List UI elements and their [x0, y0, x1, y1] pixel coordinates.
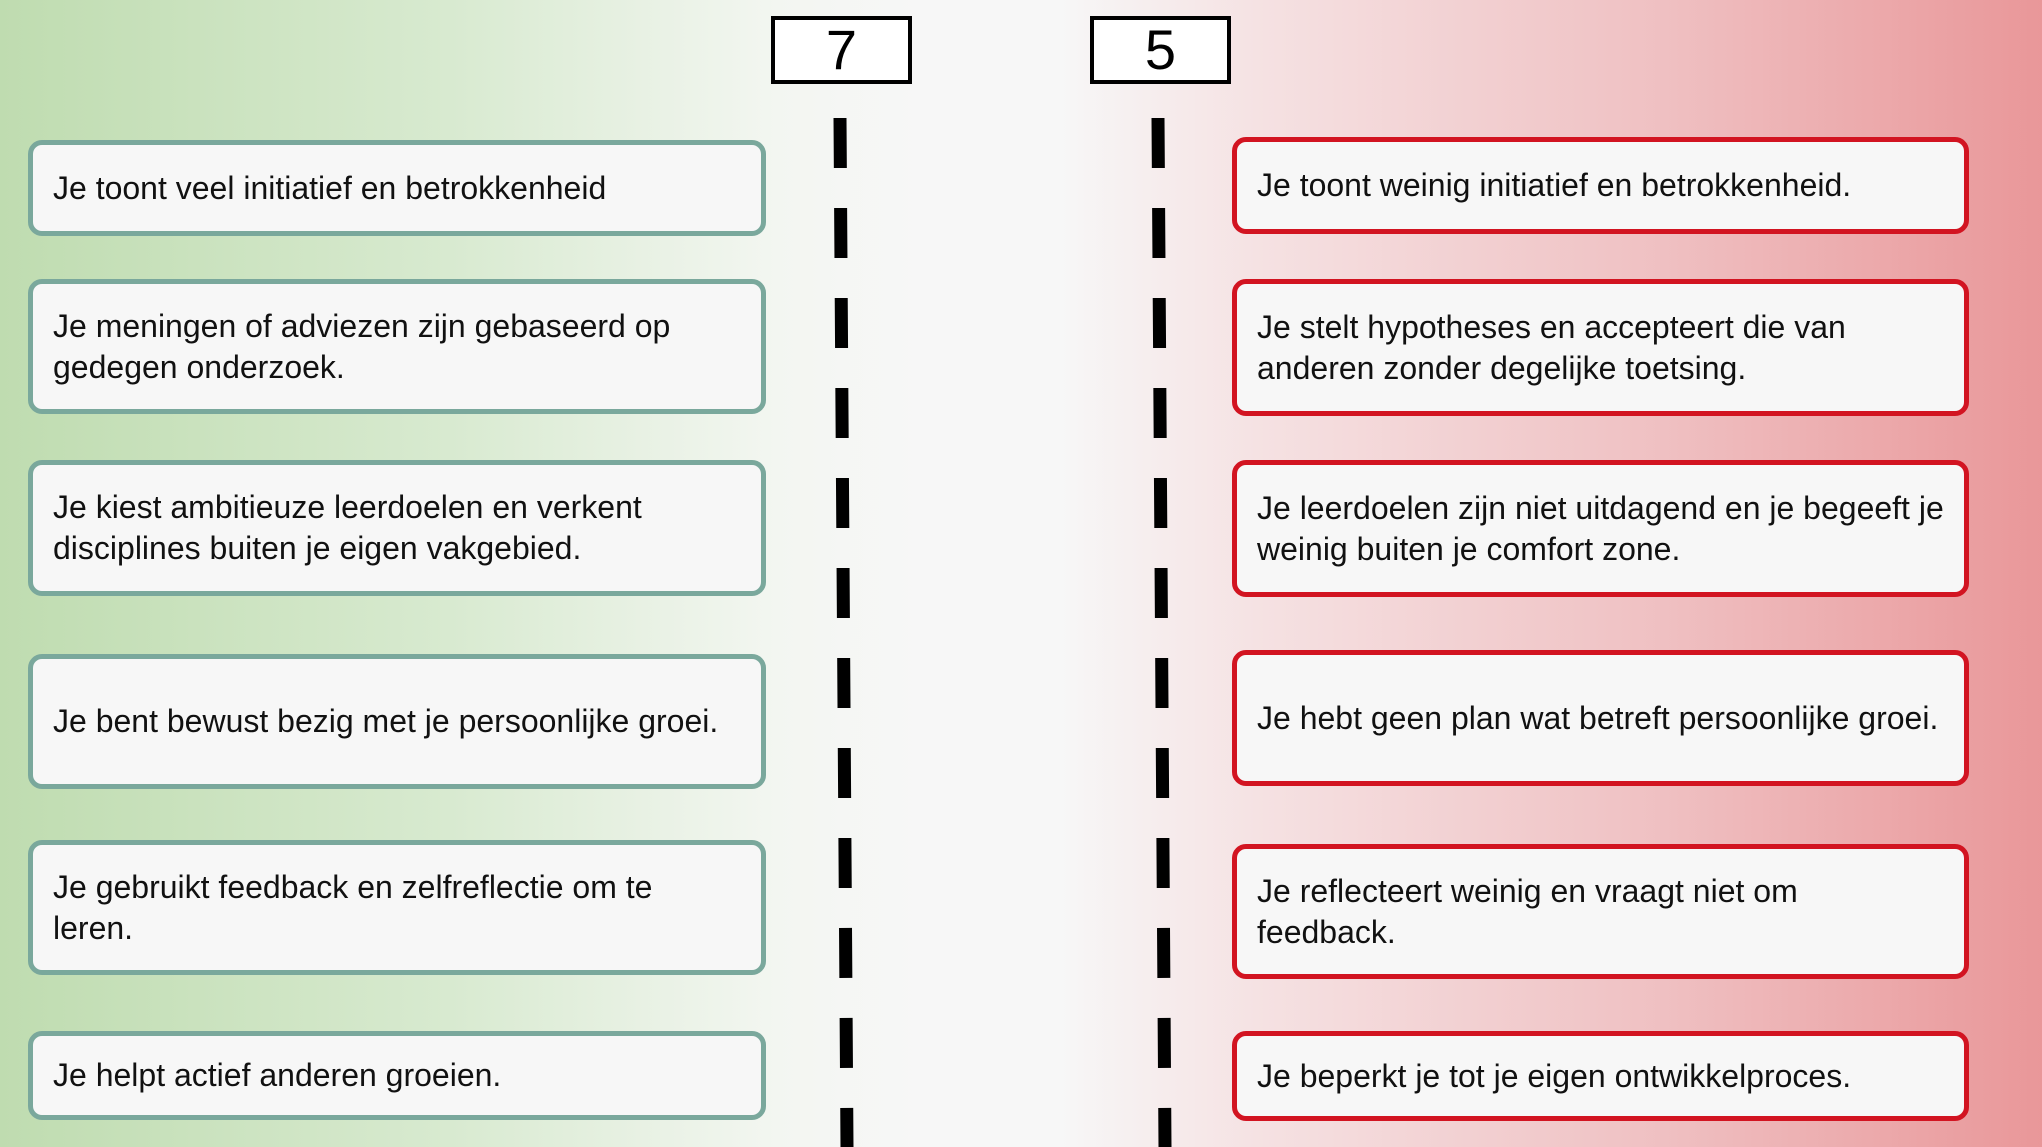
good-criterion-text: Je bent bewust bezig met je persoonlijke…: [53, 703, 719, 739]
good-criterion-text: Je toont veel initiatief en betrokkenhei…: [53, 169, 607, 206]
good-criterion-card: Je kiest ambitieuze leerdoelen en verken…: [28, 460, 766, 596]
good-criterion-card: Je helpt actief anderen groeien.: [28, 1031, 766, 1120]
poor-criterion-text: Je hebt geen plan wat betreft persoonlij…: [1257, 699, 1939, 736]
good-criterion-card: Je gebruikt feedback en zelfreflectie om…: [28, 840, 766, 975]
poor-criterion-card: Je beperkt je tot je eigen ontwikkelproc…: [1232, 1031, 1969, 1121]
dashed-divider-right: [1151, 117, 1172, 1147]
good-criterion-text: Je kiest ambitieuze leerdoelen en verken…: [53, 489, 642, 566]
good-criterion-card: Je toont veel initiatief en betrokkenhei…: [28, 140, 766, 236]
poor-criterion-text: Je stelt hypotheses en accepteert die va…: [1257, 308, 1846, 386]
poor-criterion-text: Je reflecteert weinig en vraagt niet om …: [1257, 872, 1798, 950]
score-box-7: 7: [771, 16, 912, 84]
poor-criterion-card: Je reflecteert weinig en vraagt niet om …: [1232, 844, 1969, 979]
good-criterion-text: Je gebruikt feedback en zelfreflectie om…: [53, 868, 653, 946]
good-criterion-text: Je meningen of adviezen zijn gebaseerd o…: [53, 307, 671, 385]
poor-criterion-card: Je hebt geen plan wat betreft persoonlij…: [1232, 650, 1969, 786]
poor-criterion-card: Je leerdoelen zijn niet uitdagend en je …: [1232, 460, 1969, 597]
poor-criterion-text: Je leerdoelen zijn niet uitdagend en je …: [1257, 489, 1944, 567]
dashed-divider-left: [833, 117, 854, 1147]
poor-criterion-card: Je stelt hypotheses en accepteert die va…: [1232, 279, 1969, 416]
good-criterion-card: Je meningen of adviezen zijn gebaseerd o…: [28, 279, 766, 414]
good-criterion-card: Je bent bewust bezig met je persoonlijke…: [28, 654, 766, 789]
poor-criterion-text: Je toont weinig initiatief en betrokkenh…: [1257, 167, 1852, 203]
poor-criterion-text: Je beperkt je tot je eigen ontwikkelproc…: [1257, 1057, 1852, 1094]
score-box-5: 5: [1090, 16, 1231, 84]
poor-criterion-card: Je toont weinig initiatief en betrokkenh…: [1232, 137, 1969, 234]
good-criterion-text: Je helpt actief anderen groeien.: [53, 1057, 502, 1093]
